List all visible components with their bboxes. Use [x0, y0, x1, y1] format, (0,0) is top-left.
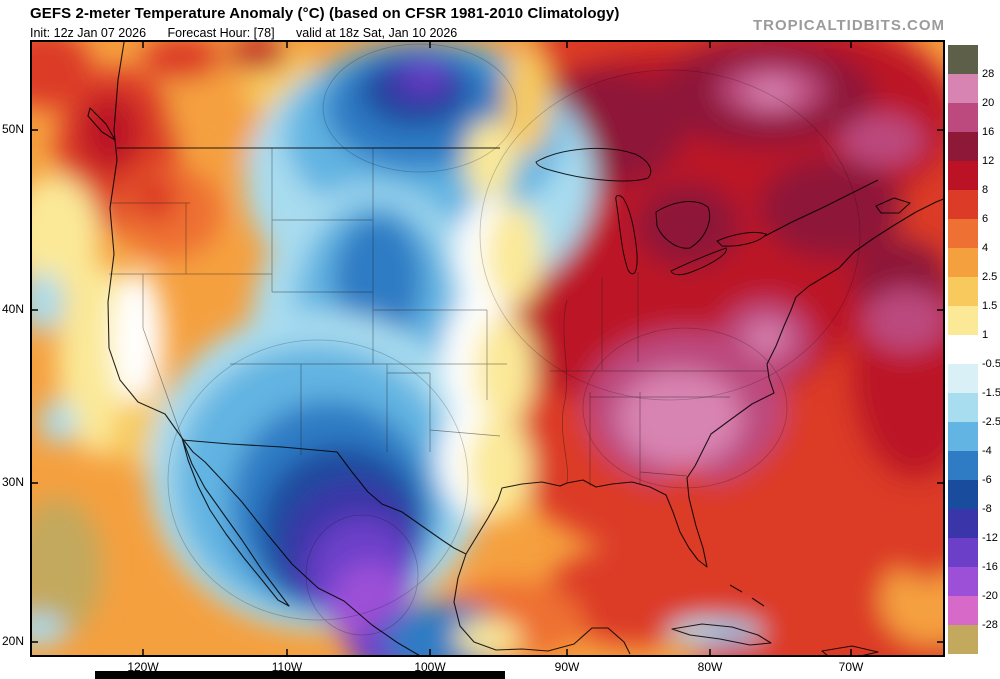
latitude-axis: 50N 40N 30N 20N: [0, 40, 26, 657]
colorbar-block: [948, 45, 978, 74]
great-lakes: [535, 147, 767, 276]
lon-axis-label: 120W: [127, 660, 159, 674]
contour-lines: [167, 43, 861, 636]
colorbar-block: [948, 248, 978, 277]
map-frame: [30, 40, 945, 657]
lat-axis-label: 50N: [1, 122, 24, 136]
init-line: Init: 12z Jan 07 2026 Forecast Hour: [78…: [30, 26, 475, 40]
colorbar-block: [948, 625, 978, 654]
colorbar-label: -16: [982, 561, 998, 573]
colorbar-block: [948, 219, 978, 248]
colorbar-label: -1.5: [982, 387, 1000, 399]
forecast-hour-text: Forecast Hour: [78]: [167, 26, 275, 40]
anomaly-field: [30, 40, 945, 657]
colorbar-block: [948, 161, 978, 190]
lon-axis-label: 80W: [697, 660, 723, 674]
colorbar-block: [948, 567, 978, 596]
lon-axis-label: 70W: [838, 660, 864, 674]
colorbar-block: [948, 538, 978, 567]
lat-axis-label: 40N: [1, 302, 24, 316]
colorbar-label: -20: [982, 590, 998, 602]
progress-bar[interactable]: [95, 671, 505, 679]
colorbar-label: -12: [982, 532, 998, 544]
colorbar-label: -2.5: [982, 416, 1000, 428]
map-canvas: [30, 35, 947, 658]
colorbar-block: [948, 306, 978, 335]
colorbar-label: 8: [982, 184, 989, 196]
colorbar-block: [948, 364, 978, 393]
axis-ticks: [30, 40, 945, 657]
colorbar: [948, 45, 978, 654]
colorbar-label: 1: [982, 329, 989, 341]
colorbar-label: -8: [982, 503, 992, 515]
colorbar-block: [948, 480, 978, 509]
colorbar-block: [948, 103, 978, 132]
colorbar-label: -0.5: [982, 358, 1000, 370]
lon-axis-label: 100W: [414, 660, 446, 674]
state-borders: [109, 148, 767, 486]
colorbar-label: 20: [982, 97, 995, 109]
colorbar-block: [948, 422, 978, 451]
colorbar-label: -4: [982, 445, 992, 457]
colorbar-block: [948, 451, 978, 480]
colorbar-label: 1.5: [982, 300, 998, 312]
map-title: GEFS 2-meter Temperature Anomaly (°C) (b…: [30, 5, 620, 22]
colorbar-block: [948, 132, 978, 161]
watermark: TROPICALTIDBITS.COM: [752, 17, 945, 34]
colorbar-label: -28: [982, 619, 998, 631]
lon-axis-label: 90W: [554, 660, 580, 674]
colorbar-block: [948, 335, 978, 364]
colorbar-block: [948, 596, 978, 625]
longitude-axis: 120W 110W 100W 90W 80W 70W: [30, 660, 945, 676]
colorbar-block: [948, 277, 978, 306]
colorbar-label: 28: [982, 68, 995, 80]
colorbar-label: 16: [982, 126, 995, 138]
lat-axis-label: 30N: [1, 475, 24, 489]
colorbar-block: [948, 190, 978, 219]
colorbar-label: 6: [982, 213, 989, 225]
coastlines: [87, 35, 947, 658]
colorbar-label: 2.5: [982, 271, 998, 283]
lat-axis-label: 20N: [1, 634, 24, 648]
lon-axis-label: 110W: [271, 660, 303, 674]
colorbar-label: -6: [982, 474, 992, 486]
colorbar-block: [948, 509, 978, 538]
colorbar-labels: 28 20 16 12 8 6 4 2.5 1.5 1 -0.5 -1.5 -2.5 -4 -6 -8 -12 -…: [982, 45, 1000, 654]
colorbar-block: [948, 393, 978, 422]
colorbar-block: [948, 74, 978, 103]
init-text: Init: 12z Jan 07 2026: [30, 26, 147, 40]
anomaly-map-svg: [30, 35, 947, 658]
colorbar-label: 12: [982, 155, 995, 167]
valid-time-text: valid at 18z Sat, Jan 10 2026: [296, 26, 458, 40]
colorbar-label: 4: [982, 242, 989, 254]
